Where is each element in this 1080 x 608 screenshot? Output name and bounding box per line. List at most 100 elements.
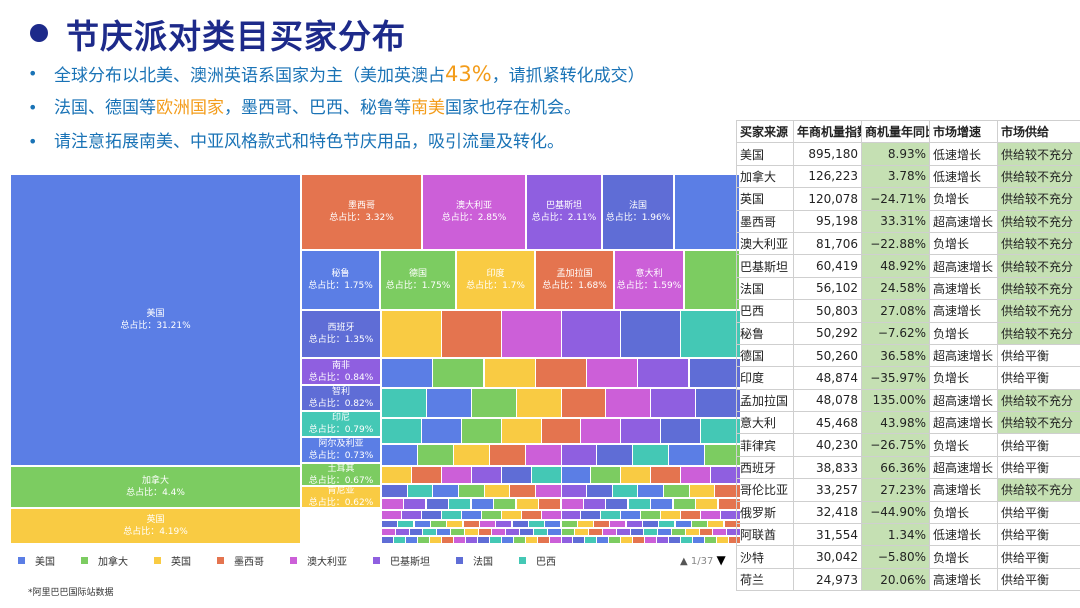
treemap-cell-unlabeled[interactable] [580,510,601,520]
treemap-cell-unlabeled[interactable] [657,528,672,536]
treemap-cell-unlabeled[interactable] [448,498,471,510]
legend-item[interactable]: 墨西哥 [217,553,264,568]
treemap-cell-unlabeled[interactable] [495,520,512,528]
treemap-cell-unlabeled[interactable] [421,510,442,520]
treemap-cell-unlabeled[interactable] [650,466,681,484]
treemap-cell-unlabeled[interactable] [481,510,502,520]
treemap-cell[interactable]: 印度 总占比：1.7% [456,250,535,310]
treemap-cell-unlabeled[interactable] [620,466,651,484]
treemap-cell-unlabeled[interactable] [541,418,582,444]
treemap-cell-unlabeled[interactable] [381,510,402,520]
treemap-cell-unlabeled[interactable] [407,484,434,498]
treemap-cell-unlabeled[interactable] [441,510,462,520]
treemap-cell-unlabeled[interactable] [695,498,718,510]
treemap-cell-unlabeled[interactable] [421,418,462,444]
treemap-cell-unlabeled[interactable] [432,358,484,388]
treemap-cell-unlabeled[interactable] [710,466,740,484]
treemap-cell-unlabeled[interactable] [525,444,562,466]
treemap-cell-unlabeled[interactable] [673,498,696,510]
treemap-cell-unlabeled[interactable] [628,498,651,510]
treemap-cell-unlabeled[interactable] [605,388,651,418]
treemap-cell-unlabeled[interactable] [612,484,639,498]
treemap-cell-unlabeled[interactable] [724,520,740,528]
treemap-cell-unlabeled[interactable] [501,466,532,484]
treemap-cell[interactable]: 西班牙 总占比：1.35% [301,310,381,358]
treemap-cell-unlabeled[interactable] [720,510,740,520]
treemap-cell-unlabeled[interactable] [650,388,696,418]
treemap-cell[interactable]: 土耳其 总占比：0.67% [301,463,381,486]
treemap-cell[interactable]: 法国 总占比：1.96% [602,174,674,250]
treemap-cell-unlabeled[interactable] [593,520,610,528]
treemap-cell-unlabeled[interactable] [519,528,534,536]
treemap-cell-unlabeled[interactable] [538,498,561,510]
treemap-cell-unlabeled[interactable] [505,528,520,536]
treemap-cell-unlabeled[interactable] [602,528,617,536]
treemap-cell-unlabeled[interactable] [441,310,502,358]
treemap-cell-unlabeled[interactable] [458,484,485,498]
treemap-cell-unlabeled[interactable] [446,520,463,528]
legend-item[interactable]: 美国 [18,553,55,568]
treemap-cell-unlabeled[interactable] [586,484,613,498]
treemap-cell[interactable]: 南非 总占比：0.84% [301,358,381,385]
treemap-cell-unlabeled[interactable] [632,444,669,466]
treemap-cell-unlabeled[interactable] [707,520,724,528]
treemap-cell[interactable]: 德国 总占比：1.75% [380,250,456,310]
treemap-cell-unlabeled[interactable] [680,466,711,484]
treemap-cell-unlabeled[interactable] [640,510,661,520]
treemap-cell-unlabeled[interactable] [691,520,708,528]
treemap-cell-unlabeled[interactable] [426,388,472,418]
treemap-cell-unlabeled[interactable] [680,510,701,520]
treemap-cell-unlabeled[interactable] [491,528,506,536]
treemap-cell-unlabeled[interactable] [471,498,494,510]
treemap-cell-unlabeled[interactable] [535,484,562,498]
legend-item[interactable]: 巴西 [519,553,556,568]
treemap-cell-unlabeled[interactable] [600,510,621,520]
treemap-cell-unlabeled[interactable] [461,510,482,520]
legend-item[interactable]: 巴基斯坦 [373,553,430,568]
treemap-cell[interactable]: 美国 总占比：31.21% [10,174,301,466]
legend-item[interactable]: 法国 [456,553,493,568]
treemap-cell-unlabeled[interactable] [484,484,511,498]
treemap-cell-unlabeled[interactable] [430,520,447,528]
treemap-cell-unlabeled[interactable] [660,510,681,520]
treemap-cell-unlabeled[interactable] [441,466,472,484]
treemap-cell-unlabeled[interactable] [675,520,692,528]
treemap-cell-unlabeled[interactable] [561,310,622,358]
legend-next-button[interactable]: ▼ [716,553,726,567]
legend-item[interactable]: 加拿大 [81,553,128,568]
treemap-cell-unlabeled[interactable] [501,510,522,520]
treemap-cell-unlabeled[interactable] [471,388,517,418]
treemap-cell-unlabeled[interactable] [528,520,545,528]
treemap-cell-unlabeled[interactable] [590,466,621,484]
treemap-cell-unlabeled[interactable] [695,388,740,418]
treemap-cell[interactable]: 澳大利亚 总占比：2.85% [422,174,526,250]
treemap-cell-unlabeled[interactable] [609,520,626,528]
treemap-cell-unlabeled[interactable] [381,310,442,358]
treemap-cell-unlabeled[interactable] [561,510,582,520]
treemap-cell-unlabeled[interactable] [403,498,426,510]
treemap-cell-unlabeled[interactable] [685,528,700,536]
treemap-cell-unlabeled[interactable] [516,498,539,510]
treemap-cell-unlabeled[interactable] [605,498,628,510]
treemap-cell-unlabeled[interactable] [700,510,721,520]
treemap-cell-unlabeled[interactable] [381,358,433,388]
treemap-cell-unlabeled[interactable] [700,418,740,444]
treemap-cell-unlabeled[interactable] [461,418,502,444]
treemap-cell-unlabeled[interactable] [674,174,740,250]
treemap-cell[interactable]: 巴基斯坦 总占比：2.11% [526,174,602,250]
legend-item[interactable]: 澳大利亚 [290,553,347,568]
treemap-cell-unlabeled[interactable] [642,520,659,528]
treemap-cell-unlabeled[interactable] [620,510,641,520]
treemap-cell[interactable]: 智利 总占比：0.82% [301,385,381,411]
treemap-cell-unlabeled[interactable] [397,520,414,528]
treemap-cell-unlabeled[interactable] [381,498,404,510]
treemap-cell[interactable]: 加拿大 总占比：4.4% [10,466,301,508]
treemap-cell-unlabeled[interactable] [422,528,437,536]
treemap-cell[interactable]: 阿尔及利亚 总占比：0.73% [301,437,381,463]
treemap-cell-unlabeled[interactable] [381,528,396,536]
treemap-cell-unlabeled[interactable] [561,484,588,498]
treemap-cell-unlabeled[interactable] [637,484,664,498]
treemap-cell-unlabeled[interactable] [596,444,633,466]
treemap-cell-unlabeled[interactable] [561,388,607,418]
treemap-cell-unlabeled[interactable] [417,444,454,466]
